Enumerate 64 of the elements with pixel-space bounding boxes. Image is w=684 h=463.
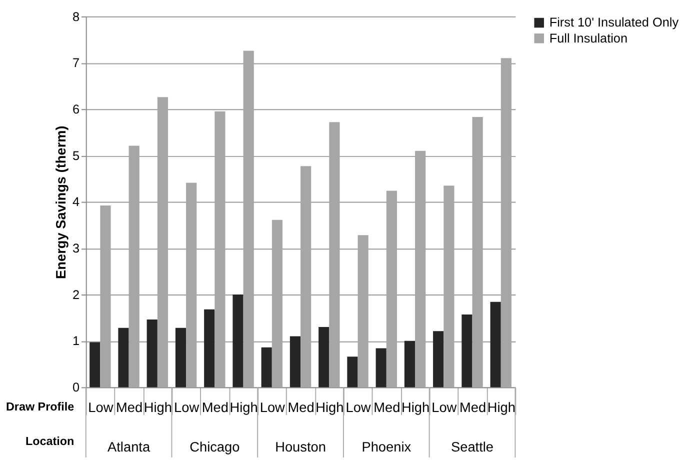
bar <box>100 206 111 388</box>
x-tick-label: Low <box>346 400 371 416</box>
bar <box>300 166 312 388</box>
bar <box>128 146 140 388</box>
bar <box>386 190 397 388</box>
y-tick-label: 6 <box>72 102 80 117</box>
bar <box>462 314 472 388</box>
x-tick-label: Low <box>174 400 200 416</box>
x-tick-label: High <box>316 400 344 416</box>
x-tick-label: Med <box>116 400 143 416</box>
bar <box>157 97 168 388</box>
x-tick-label: Med <box>288 400 314 416</box>
x-tick-label: Low <box>88 400 114 416</box>
bar <box>186 182 197 388</box>
text: Phoenix <box>362 440 412 455</box>
bar <box>329 122 340 388</box>
x-tick-label: Low <box>260 400 286 416</box>
bar <box>404 340 416 388</box>
bar <box>146 320 158 388</box>
bar <box>472 116 483 388</box>
x-tick-label: High <box>401 400 430 416</box>
x-tick-label: Med <box>459 400 486 416</box>
bar <box>204 309 215 388</box>
x-tick-label: Low <box>432 400 457 416</box>
bar <box>490 302 501 388</box>
x-tick-label: High <box>144 400 172 416</box>
legend-label: Full Insulation <box>549 31 628 46</box>
bar <box>444 186 454 388</box>
bar <box>261 347 272 388</box>
y-tick-label: 7 <box>72 56 80 70</box>
text: Chicago <box>190 440 240 455</box>
bar <box>90 342 100 388</box>
y-tick-label: 2 <box>72 288 80 302</box>
y-tick-label: 3 <box>72 242 80 256</box>
x-tick-label: Med <box>374 400 400 416</box>
x-tick-label: High <box>230 400 258 416</box>
bar <box>358 235 368 388</box>
bar <box>232 294 244 388</box>
bar <box>347 356 358 388</box>
y-axis-title: Energy Savings (therm) <box>54 126 69 279</box>
y-tick-label: 1 <box>72 334 80 348</box>
y-tick-label: 0 <box>72 380 80 395</box>
x-tick-label: Med <box>202 400 228 416</box>
x-tick-label: High <box>487 400 516 416</box>
bar <box>118 328 129 388</box>
legend-label: First 10' Insulated Only <box>549 16 680 30</box>
bar <box>376 348 386 388</box>
bar <box>243 50 254 388</box>
text: Atlanta <box>108 440 150 455</box>
text: Draw Profile <box>6 400 75 414</box>
bar <box>415 150 426 388</box>
bar <box>500 58 512 388</box>
y-tick-label: 4 <box>72 195 80 210</box>
bar <box>318 326 330 388</box>
text: Houston <box>275 440 326 455</box>
bar <box>290 336 301 388</box>
bar <box>214 111 226 388</box>
bar <box>433 331 444 388</box>
y-tick-label: 5 <box>72 148 80 163</box>
text: Seattle <box>450 440 494 455</box>
bar <box>175 328 186 388</box>
y-tick-label: 8 <box>72 10 80 24</box>
text: Location <box>25 434 74 448</box>
bar <box>272 220 283 388</box>
